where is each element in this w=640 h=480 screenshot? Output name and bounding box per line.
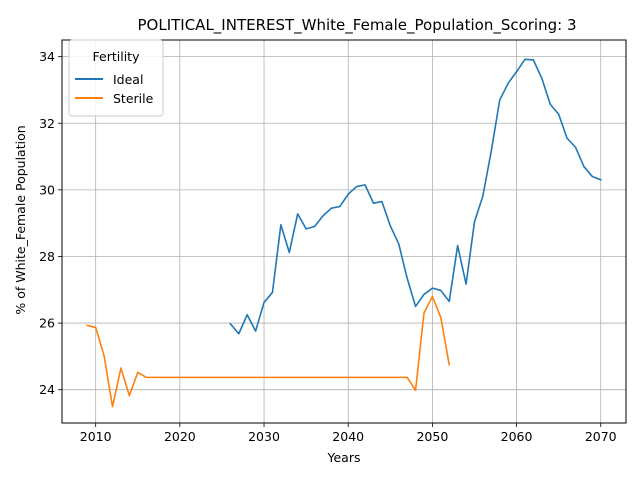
legend-title: Fertility [93, 49, 141, 64]
y-tick-label: 26 [39, 316, 55, 331]
x-tick-label: 2070 [585, 429, 617, 444]
x-tick-label: 2030 [248, 429, 280, 444]
y-tick-label: 24 [39, 382, 55, 397]
y-tick-label: 32 [39, 116, 55, 131]
legend: Fertility Ideal Sterile [69, 40, 163, 116]
y-tick-label: 30 [39, 182, 55, 197]
x-tick-label: 2010 [80, 429, 112, 444]
x-axis-label: Years [327, 450, 361, 465]
chart-title: POLITICAL_INTEREST_White_Female_Populati… [137, 16, 576, 35]
legend-label-sterile: Sterile [113, 91, 154, 106]
x-tick-label: 2050 [416, 429, 448, 444]
y-tick-label: 34 [39, 49, 55, 64]
legend-label-ideal: Ideal [113, 72, 143, 87]
y-tick-label: 28 [39, 249, 55, 264]
y-axis-label: % of White_Female Population [13, 125, 28, 314]
x-tick-label: 2060 [501, 429, 533, 444]
x-tick-label: 2020 [164, 429, 196, 444]
x-tick-label: 2040 [332, 429, 364, 444]
